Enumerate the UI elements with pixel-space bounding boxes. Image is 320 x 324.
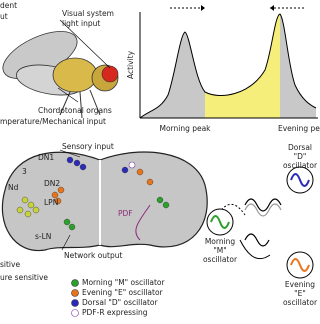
oscillators: Dorsal"D"oscillatorMorning"M"oscillatorE… (203, 143, 318, 307)
arrow-head (201, 5, 205, 11)
oscillator-label: "D" (294, 152, 307, 161)
neuron (162, 201, 170, 209)
label: Sensory input (62, 142, 114, 151)
wave (244, 203, 282, 217)
neuron (79, 163, 87, 171)
legend-swatch (71, 279, 79, 287)
label: s-LN (35, 232, 51, 241)
label: ure sensitive (0, 273, 48, 282)
fly-panel: dent ut Visual system light input Chordo… (0, 1, 119, 126)
neuron (73, 159, 81, 167)
neuron-cluster (16, 156, 170, 231)
arrow (239, 239, 271, 260)
night-area (140, 32, 205, 118)
wave (244, 233, 270, 247)
legend-swatch (71, 299, 79, 307)
label: Visual system (62, 9, 114, 18)
neuron (54, 197, 62, 205)
activity-curve (139, 13, 317, 119)
neuron (121, 166, 129, 174)
brain-outline (1, 151, 208, 252)
oscillator-label: oscillator (203, 255, 238, 264)
pointer (59, 19, 111, 69)
label: Chordotonal organs (38, 106, 112, 115)
label: dent (0, 1, 17, 10)
arrow-head (270, 5, 274, 11)
oscillator-label: "E" (294, 289, 306, 298)
pointer (59, 149, 81, 158)
neuron (32, 206, 40, 214)
peak-label: Evening pea (278, 124, 320, 133)
oscillator-label: Evening (285, 280, 315, 289)
label: light input (62, 19, 100, 28)
brain-panel: Sensory input DN1 3 Nd DN2 LPN s-LN PDF … (0, 142, 208, 282)
oscillator-wave (290, 173, 310, 187)
neuron (57, 186, 65, 194)
oscillator-label: "M" (213, 246, 226, 255)
neuron (156, 196, 164, 204)
pointer (57, 87, 79, 103)
label: Nd (8, 183, 19, 192)
pdf-projection (135, 204, 151, 241)
oscillator-label: oscillator (283, 298, 318, 307)
label: mperature/Mechanical input (0, 117, 106, 126)
neuron (21, 196, 29, 204)
axis-label: Activity (126, 50, 135, 79)
neuron (51, 191, 59, 199)
neuron (128, 161, 136, 169)
legend-label: Dorsal "D" oscillator (82, 298, 158, 307)
activity-panel: Activity Morning peak Evening pea (126, 5, 320, 133)
label: DN1 (38, 153, 54, 162)
eye (101, 65, 119, 83)
label: ut (0, 12, 8, 21)
oscillator-label: Morning (205, 237, 236, 246)
legend-swatch (71, 309, 79, 317)
label: 3 (22, 167, 27, 176)
neuron (146, 178, 154, 186)
neuron (136, 168, 144, 176)
label: PDF (118, 209, 133, 218)
neuron (27, 201, 35, 209)
legend-label: Evening "E" oscillator (82, 288, 164, 297)
legend-label: Morning "M" oscillator (82, 278, 165, 287)
night-area (280, 14, 316, 118)
oscillator-wave (210, 215, 230, 229)
label: LPN (44, 198, 58, 207)
neuron (24, 210, 32, 218)
neuron (68, 223, 76, 231)
neuron (66, 156, 74, 164)
legend-label: PDF-R expressing (82, 308, 148, 317)
oscillator-wave (290, 258, 310, 272)
neuron (63, 218, 71, 226)
oscillator-label: oscillator (283, 161, 318, 170)
legs (59, 89, 101, 119)
day-area (205, 14, 280, 118)
peak-label: Morning peak (159, 124, 211, 133)
wave (244, 198, 282, 212)
thorax (52, 57, 98, 93)
neuron (16, 206, 24, 214)
oscillator-panel (214, 198, 282, 260)
pointer (61, 234, 71, 251)
label: DN2 (44, 179, 60, 188)
label: sitive (0, 260, 20, 269)
label: Network output (64, 251, 122, 260)
oscillator-label: Dorsal (288, 143, 312, 152)
legend-swatch (71, 289, 79, 297)
